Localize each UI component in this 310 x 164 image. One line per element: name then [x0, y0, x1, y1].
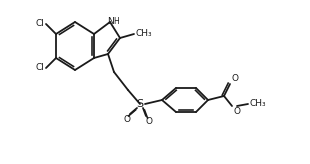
Text: CH₃: CH₃ [250, 100, 267, 109]
Text: O: O [145, 116, 153, 125]
Text: CH₃: CH₃ [136, 30, 153, 39]
Text: H: H [113, 17, 119, 25]
Text: O: O [231, 74, 238, 83]
Text: Cl: Cl [35, 20, 44, 29]
Text: S: S [136, 99, 144, 109]
Text: Cl: Cl [35, 63, 44, 72]
Text: O: O [233, 107, 240, 116]
Text: O: O [123, 114, 131, 123]
Text: N: N [108, 18, 114, 27]
